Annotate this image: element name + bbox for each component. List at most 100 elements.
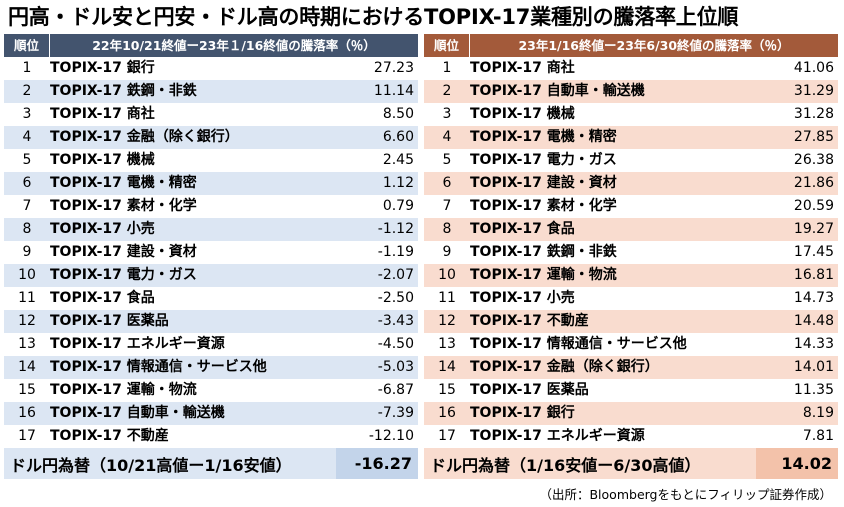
return-value-cell: 2.45 [382, 152, 414, 168]
rank-cell: 12 [18, 313, 36, 329]
rank-cell: 6 [442, 175, 452, 191]
right-fx-row: ドル円為替（1/16安値ー6/30高値） 14.02 [424, 448, 838, 479]
right-table-body: 1 TOPIX-17 商社 41.06 2 TOPIX-17 自動車・輸送機 31.29 3… [424, 57, 838, 448]
table-row: 6 TOPIX-17 建設・資材 21.86 [424, 172, 838, 195]
sector-name-cell: TOPIX-17 電機・精密 [50, 175, 197, 191]
sector-name-cell: TOPIX-17 運輸・物流 [470, 267, 617, 283]
rank-cell: 7 [22, 198, 32, 214]
table-row: 12 TOPIX-17 不動産 14.48 [424, 310, 838, 333]
return-value-cell: 1.12 [382, 175, 414, 191]
table-row: 13 TOPIX-17 情報通信・サービス他 14.33 [424, 333, 838, 356]
table-row: 5 TOPIX-17 機械 2.45 [4, 149, 418, 172]
return-value-cell: 27.23 [373, 60, 414, 76]
rank-cell: 2 [442, 83, 452, 99]
page-title: 円高・ドル安と円安・ドル高の時期におけるTOPIX-17業種別の騰落率上位順 [8, 5, 739, 29]
table-row: 3 TOPIX-17 機械 31.28 [424, 103, 838, 126]
rank-cell: 11 [18, 290, 36, 306]
table-row: 2 TOPIX-17 鉄鋼・非鉄 11.14 [4, 80, 418, 103]
right-header-rank: 順位 [424, 34, 470, 57]
table-row: 9 TOPIX-17 建設・資材 -1.19 [4, 241, 418, 264]
table-row: 5 TOPIX-17 電力・ガス 26.38 [424, 149, 838, 172]
sector-name-cell: TOPIX-17 素材・化学 [50, 198, 197, 214]
sector-name-cell: TOPIX-17 自動車・輸送機 [50, 405, 225, 421]
rank-cell: 1 [22, 60, 32, 76]
rank-cell: 5 [22, 152, 32, 168]
return-value-cell: 14.33 [793, 336, 834, 352]
rank-cell: 9 [442, 244, 452, 260]
rank-cell: 4 [22, 129, 32, 145]
return-value-cell: 20.59 [793, 198, 834, 214]
left-table-header: 順位 22年10/21終値ー23年１/16終値の騰落率（％） [4, 34, 418, 57]
rank-cell: 9 [22, 244, 32, 260]
rank-cell: 8 [22, 221, 32, 237]
rank-cell: 15 [438, 382, 456, 398]
return-value-cell: 7.81 [802, 428, 834, 444]
sector-name-cell: TOPIX-17 建設・資材 [470, 175, 617, 191]
sector-name-cell: TOPIX-17 食品 [470, 221, 575, 237]
sector-name-cell: TOPIX-17 銀行 [470, 405, 575, 421]
sector-name-cell: TOPIX-17 金融（除く銀行） [50, 129, 239, 145]
rank-cell: 7 [442, 198, 452, 214]
sector-name-cell: TOPIX-17 銀行 [50, 60, 155, 76]
sector-name-cell: TOPIX-17 電機・精密 [470, 129, 617, 145]
right-ranking-table: 順位 23年1/16終値ー23年6/30終値の騰落率（％） 1 TOPIX-17 … [424, 34, 838, 479]
rank-cell: 13 [18, 336, 36, 352]
sector-name-cell: TOPIX-17 医薬品 [470, 382, 589, 398]
return-value-cell: -4.50 [377, 336, 414, 352]
return-value-cell: 16.81 [793, 267, 834, 283]
left-fx-row: ドル円為替（10/21高値ー1/16安値） -16.27 [4, 448, 418, 479]
return-value-cell: 14.01 [793, 359, 834, 375]
table-row: 4 TOPIX-17 金融（除く銀行） 6.60 [4, 126, 418, 149]
left-header-period: 22年10/21終値ー23年１/16終値の騰落率（％） [92, 38, 376, 53]
table-row: 7 TOPIX-17 素材・化学 0.79 [4, 195, 418, 218]
table-row: 10 TOPIX-17 電力・ガス -2.07 [4, 264, 418, 287]
sector-name-cell: TOPIX-17 自動車・輸送機 [470, 83, 645, 99]
return-value-cell: 27.85 [793, 129, 834, 145]
left-fx-label: ドル円為替（10/21高値ー1/16安値） [10, 455, 292, 475]
rank-cell: 11 [438, 290, 456, 306]
sector-name-cell: TOPIX-17 運輸・物流 [50, 382, 197, 398]
table-row: 14 TOPIX-17 情報通信・サービス他 -5.03 [4, 356, 418, 379]
table-row: 8 TOPIX-17 小売 -1.12 [4, 218, 418, 241]
table-row: 2 TOPIX-17 自動車・輸送機 31.29 [424, 80, 838, 103]
return-value-cell: -5.03 [377, 359, 414, 375]
rank-cell: 5 [442, 152, 452, 168]
sector-name-cell: TOPIX-17 商社 [470, 60, 575, 76]
sector-name-cell: TOPIX-17 商社 [50, 106, 155, 122]
sector-name-cell: TOPIX-17 小売 [50, 221, 155, 237]
table-row: 15 TOPIX-17 医薬品 11.35 [424, 379, 838, 402]
rank-cell: 12 [438, 313, 456, 329]
sector-name-cell: TOPIX-17 電力・ガス [470, 152, 617, 168]
left-fx-value: -16.27 [336, 448, 418, 479]
return-value-cell: 26.38 [793, 152, 834, 168]
return-value-cell: -7.39 [377, 405, 414, 421]
table-row: 1 TOPIX-17 銀行 27.23 [4, 57, 418, 80]
rank-cell: 10 [18, 267, 36, 283]
right-table-header: 順位 23年1/16終値ー23年6/30終値の騰落率（％） [424, 34, 838, 57]
table-row: 13 TOPIX-17 エネルギー資源 -4.50 [4, 333, 418, 356]
table-row: 10 TOPIX-17 運輸・物流 16.81 [424, 264, 838, 287]
table-row: 11 TOPIX-17 小売 14.73 [424, 287, 838, 310]
table-row: 17 TOPIX-17 不動産 -12.10 [4, 425, 418, 448]
table-row: 1 TOPIX-17 商社 41.06 [424, 57, 838, 80]
sector-name-cell: TOPIX-17 食品 [50, 290, 155, 306]
return-value-cell: -2.50 [377, 290, 414, 306]
return-value-cell: 0.79 [382, 198, 414, 214]
return-value-cell: -12.10 [368, 428, 414, 444]
table-row: 16 TOPIX-17 自動車・輸送機 -7.39 [4, 402, 418, 425]
rank-cell: 2 [22, 83, 32, 99]
sector-name-cell: TOPIX-17 エネルギー資源 [470, 428, 645, 444]
rank-cell: 8 [442, 221, 452, 237]
return-value-cell: 17.45 [793, 244, 834, 260]
rank-cell: 14 [18, 359, 36, 375]
table-row: 14 TOPIX-17 金融（除く銀行） 14.01 [424, 356, 838, 379]
table-row: 17 TOPIX-17 エネルギー資源 7.81 [424, 425, 838, 448]
return-value-cell: 21.86 [793, 175, 834, 191]
return-value-cell: -1.19 [377, 244, 414, 260]
return-value-cell: 11.14 [373, 83, 414, 99]
right-header-period: 23年1/16終値ー23年6/30終値の騰落率（％） [518, 38, 790, 53]
sector-name-cell: TOPIX-17 金融（除く銀行） [470, 359, 659, 375]
rank-cell: 3 [22, 106, 32, 122]
sector-name-cell: TOPIX-17 電力・ガス [50, 267, 197, 283]
sector-name-cell: TOPIX-17 素材・化学 [470, 198, 617, 214]
